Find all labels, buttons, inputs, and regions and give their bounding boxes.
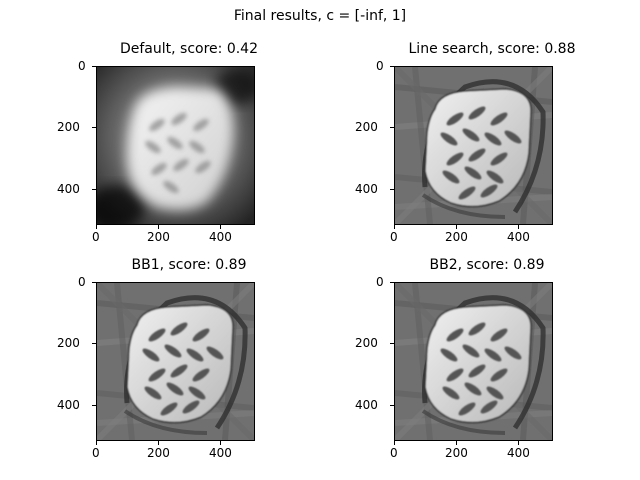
y-tick-mark [92, 343, 96, 344]
x-tick-mark [158, 225, 159, 229]
y-tick-mark [390, 405, 394, 406]
x-tick-label: 400 [507, 230, 530, 244]
x-tick-mark [220, 225, 221, 229]
x-tick-mark [220, 441, 221, 445]
panel-default: Default, score: 0.42 [57, 40, 344, 244]
y-tick-label: 0 [78, 59, 86, 73]
y-tick-label: 0 [376, 59, 384, 73]
reconstruction-image [97, 67, 254, 224]
x-tick-label: 400 [209, 446, 232, 460]
x-tick-label: 200 [147, 446, 170, 460]
y-tick-mark [92, 66, 96, 67]
reconstruction-image [97, 283, 254, 440]
y-tick-label: 200 [57, 120, 80, 134]
x-tick-mark [456, 441, 457, 445]
panel-title: Line search, score: 0.88 [408, 41, 576, 57]
panel-title: Default, score: 0.42 [119, 41, 258, 57]
y-tick-label: 200 [355, 120, 378, 134]
y-tick-mark [92, 127, 96, 128]
y-tick-label: 0 [376, 275, 384, 289]
reconstruction-image [395, 67, 552, 224]
panel-bb2: BB2, score: 0.89 0 200 400 0 200 400 [355, 256, 640, 460]
y-tick-label: 400 [57, 398, 80, 412]
y-tick-mark [390, 127, 394, 128]
y-tick-mark [92, 282, 96, 283]
y-tick-label: 400 [57, 182, 80, 196]
y-tick-label: 0 [78, 275, 86, 289]
x-tick-label: 0 [92, 446, 100, 460]
x-tick-label: 0 [390, 446, 398, 460]
x-tick-label: 200 [445, 230, 468, 244]
y-tick-label: 400 [355, 398, 378, 412]
x-tick-mark [456, 225, 457, 229]
x-tick-label: 200 [147, 230, 170, 244]
panel-bb1: BB1, score: 0.89 0 200 400 0 200 400 [57, 256, 344, 460]
x-tick-mark [96, 225, 97, 229]
figure-suptitle: Final results, c = [-inf, 1] [233, 8, 407, 24]
x-tick-mark [96, 441, 97, 445]
x-tick-label: 400 [507, 446, 530, 460]
y-tick-mark [390, 282, 394, 283]
x-tick-mark [394, 225, 395, 229]
y-tick-mark [390, 189, 394, 190]
y-tick-mark [390, 66, 394, 67]
x-tick-label: 400 [209, 230, 232, 244]
panel-title: BB1, score: 0.89 [131, 257, 247, 273]
x-tick-mark [518, 225, 519, 229]
panel-title: BB2, score: 0.89 [429, 257, 545, 273]
y-tick-label: 400 [355, 182, 378, 196]
image-axes [394, 282, 553, 441]
y-tick-label: 200 [355, 336, 378, 350]
x-tick-label: 0 [390, 230, 398, 244]
image-axes [96, 282, 255, 441]
image-axes [394, 66, 553, 225]
x-tick-label: 0 [92, 230, 100, 244]
y-tick-label: 200 [57, 336, 80, 350]
panel-line-search: Line search, score: 0.88 0 200 400 0 200… [355, 40, 640, 244]
x-tick-mark [518, 441, 519, 445]
x-tick-mark [394, 441, 395, 445]
y-tick-mark [92, 405, 96, 406]
reconstruction-image [395, 283, 552, 440]
x-tick-mark [158, 441, 159, 445]
image-axes [96, 66, 255, 225]
y-tick-mark [390, 343, 394, 344]
x-tick-label: 200 [445, 446, 468, 460]
y-tick-mark [92, 189, 96, 190]
